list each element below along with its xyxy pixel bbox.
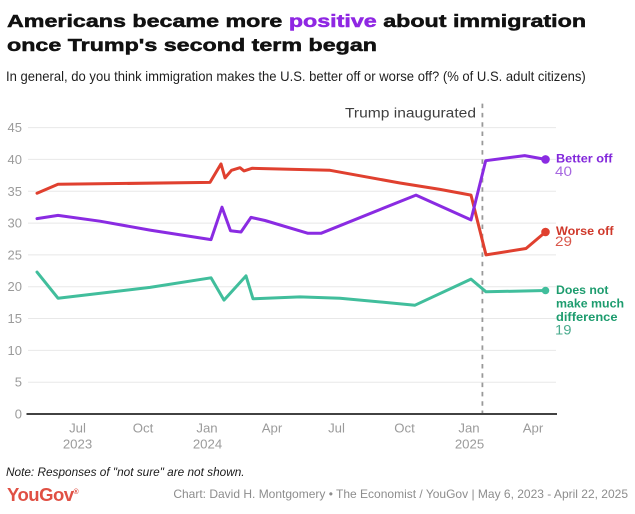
- svg-text:Worse off: Worse off: [556, 226, 614, 238]
- svg-text:Better off: Better off: [556, 154, 613, 166]
- svg-text:Jan: Jan: [196, 420, 217, 435]
- svg-text:Jul: Jul: [69, 420, 86, 435]
- svg-text:40: 40: [555, 164, 572, 179]
- svg-text:Jan: Jan: [458, 420, 479, 435]
- svg-text:0: 0: [15, 407, 22, 422]
- svg-text:Jul: Jul: [328, 420, 345, 435]
- svg-text:difference: difference: [556, 312, 618, 324]
- svg-text:20: 20: [8, 279, 22, 294]
- svg-text:45: 45: [8, 120, 22, 135]
- svg-text:10: 10: [8, 343, 22, 358]
- svg-text:5: 5: [15, 375, 22, 390]
- svg-text:2024: 2024: [193, 436, 222, 451]
- svg-text:25: 25: [8, 247, 22, 262]
- svg-text:30: 30: [8, 216, 22, 231]
- svg-text:35: 35: [8, 184, 22, 199]
- svg-text:Oct: Oct: [394, 420, 415, 435]
- svg-text:40: 40: [8, 152, 22, 167]
- svg-text:Apr: Apr: [523, 420, 544, 435]
- svg-text:15: 15: [8, 311, 22, 326]
- svg-text:Does not: Does not: [556, 285, 609, 297]
- svg-text:make much: make much: [556, 299, 624, 311]
- svg-text:Apr: Apr: [262, 420, 283, 435]
- svg-text:19: 19: [555, 322, 572, 337]
- svg-text:29: 29: [555, 234, 572, 249]
- svg-text:2025: 2025: [455, 436, 484, 451]
- svg-text:2023: 2023: [63, 436, 92, 451]
- svg-text:Trump inaugurated: Trump inaugurated: [345, 106, 476, 121]
- svg-text:Oct: Oct: [133, 420, 154, 435]
